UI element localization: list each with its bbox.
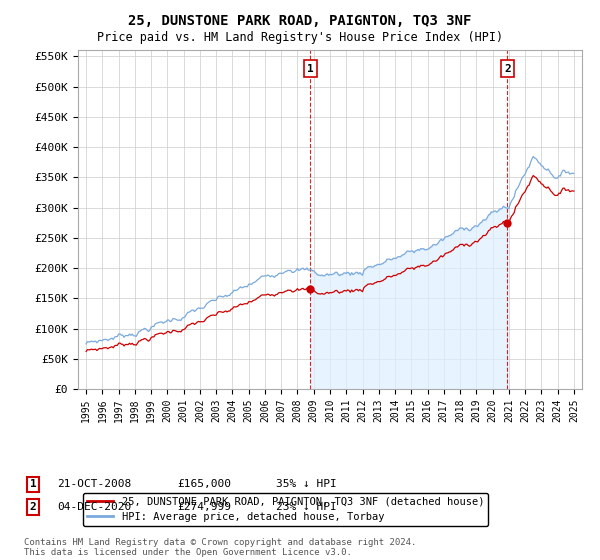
- Legend: 25, DUNSTONE PARK ROAD, PAIGNTON, TQ3 3NF (detached house), HPI: Average price, : 25, DUNSTONE PARK ROAD, PAIGNTON, TQ3 3N…: [83, 493, 488, 526]
- Text: 21-OCT-2008: 21-OCT-2008: [57, 479, 131, 489]
- Text: 1: 1: [29, 479, 37, 489]
- Text: 2: 2: [504, 63, 511, 73]
- Text: 25, DUNSTONE PARK ROAD, PAIGNTON, TQ3 3NF: 25, DUNSTONE PARK ROAD, PAIGNTON, TQ3 3N…: [128, 14, 472, 28]
- Text: Contains HM Land Registry data © Crown copyright and database right 2024.
This d: Contains HM Land Registry data © Crown c…: [24, 538, 416, 557]
- Text: £165,000: £165,000: [177, 479, 231, 489]
- Text: £274,999: £274,999: [177, 502, 231, 512]
- Text: 35% ↓ HPI: 35% ↓ HPI: [276, 479, 337, 489]
- Text: 2: 2: [29, 502, 37, 512]
- Text: 1: 1: [307, 63, 314, 73]
- Text: 04-DEC-2020: 04-DEC-2020: [57, 502, 131, 512]
- Text: Price paid vs. HM Land Registry's House Price Index (HPI): Price paid vs. HM Land Registry's House …: [97, 31, 503, 44]
- Text: 23% ↓ HPI: 23% ↓ HPI: [276, 502, 337, 512]
